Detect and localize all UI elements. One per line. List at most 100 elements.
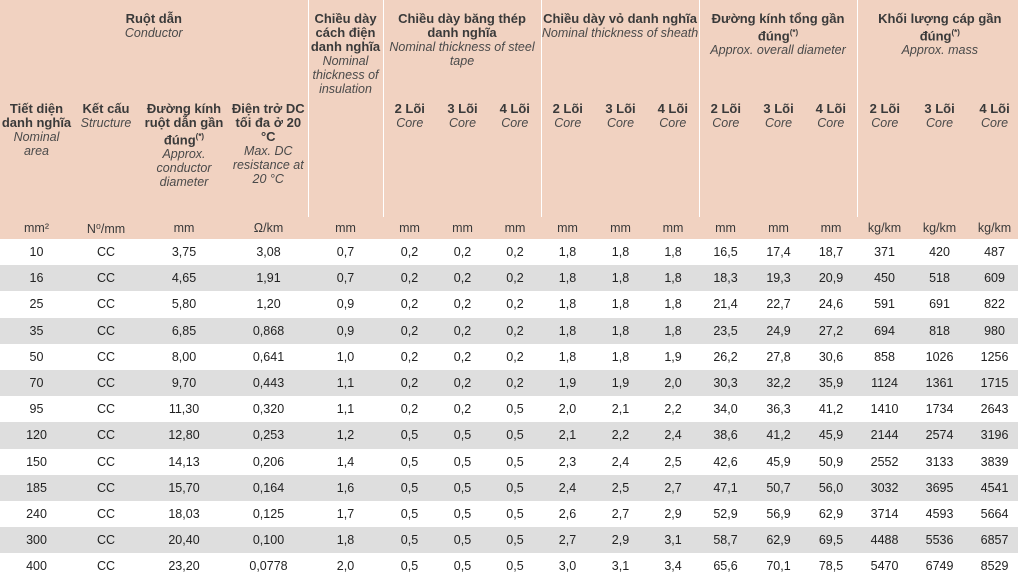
table-cell: 1124 (857, 369, 913, 397)
table-cell: 14,13 (139, 448, 229, 475)
table-cell: 2,2 (647, 396, 700, 423)
table-cell: 50,7 (752, 474, 806, 501)
units-row: mm² N⁰/mm mm Ω/km mm mm mm mm mm mm mm m… (0, 217, 1018, 239)
table-row: 400 CC 23,20 0,0778 2,0 0,5 0,5 0,5 3,0 3,1 3,4 65,… (0, 553, 1018, 579)
unit-cell: Ω/km (229, 217, 308, 239)
table-cell: 0,2 (489, 239, 541, 266)
unit-cell: mm (699, 217, 753, 239)
table-cell: 450 (857, 265, 913, 292)
table-cell: 41,2 (752, 422, 806, 449)
table-cell: 0,2 (383, 291, 436, 318)
table-row: 35 CC 6,85 0,868 0,9 0,2 0,2 0,2 1,8 1,8 1,8 23,5 24… (0, 317, 1018, 344)
table-cell: 5664 (967, 500, 1018, 528)
table-cell: 0,5 (489, 422, 541, 449)
table-cell: 0,5 (489, 396, 541, 423)
table-cell: 1,9 (541, 369, 594, 397)
table-cell: 11,30 (139, 396, 229, 423)
table-cell: 18,03 (139, 500, 229, 528)
table-cell: CC (73, 317, 139, 344)
table-cell: 27,2 (805, 317, 858, 344)
table-cell: 1,8 (308, 527, 383, 554)
table-cell: 3,75 (139, 239, 229, 266)
table-cell: 0,5 (436, 553, 489, 579)
table-cell: CC (73, 239, 139, 266)
table-cell: 0,2 (383, 396, 436, 423)
table-cell: 0,2 (436, 291, 489, 318)
table-cell: 1,6 (308, 474, 383, 501)
unit-cell: mm (647, 217, 700, 239)
table-cell: 3,4 (647, 553, 700, 579)
table-cell: 120 (0, 422, 73, 449)
table-cell: 591 (857, 291, 913, 318)
sheath-header: Chiều dày vỏ danh nghĩa Nominal thicknes… (540, 0, 700, 94)
table-cell: 56,9 (752, 500, 806, 528)
header-row-groups: Ruột dẫn Conductor Chiều dày cách điện d… (0, 0, 1018, 217)
conductor-diameter-header: Đường kính ruột dẫn gần đúng(*) Approx. … (139, 94, 229, 217)
table-body: 10 CC 3,75 3,08 0,7 0,2 0,2 0,2 1,8 1,8 1,8 16,5 17,… (0, 239, 1018, 579)
table-cell: 2,1 (594, 396, 647, 423)
table-cell: 691 (912, 291, 968, 318)
table-cell: 78,5 (805, 553, 858, 579)
table-cell: 0,253 (229, 422, 308, 449)
table-cell: 34,0 (699, 396, 753, 423)
table-cell: 400 (0, 553, 73, 579)
table-cell: 0,0778 (229, 553, 308, 579)
mass-core-4: 4 Lõi Core (967, 94, 1018, 217)
table-cell: 70,1 (752, 553, 806, 579)
table-cell: 1,8 (541, 317, 594, 344)
table-cell: 487 (967, 239, 1018, 266)
table-cell: 2643 (967, 396, 1018, 423)
table-cell: 5536 (912, 527, 968, 554)
table-cell: 1,8 (647, 291, 700, 318)
table-cell: 0,2 (436, 343, 489, 370)
table-cell: 1,8 (594, 239, 647, 266)
table-cell: 1,8 (541, 291, 594, 318)
table-cell: 2,4 (541, 474, 594, 501)
table-cell: 0,2 (383, 369, 436, 397)
unit-cell: mm (805, 217, 858, 239)
table-cell: 56,0 (805, 474, 858, 501)
table-cell: 1361 (912, 369, 968, 397)
diameter-core-3: 3 Lõi Core (752, 94, 806, 217)
table-cell: 2,0 (647, 369, 700, 397)
table-cell: 0,5 (383, 474, 436, 501)
table-cell: 1,91 (229, 265, 308, 292)
unit-cell: mm (139, 217, 229, 239)
table-cell: 0,164 (229, 474, 308, 501)
table-cell: 45,9 (752, 448, 806, 475)
table-cell: 0,5 (436, 500, 489, 528)
table-cell: 2,9 (594, 527, 647, 554)
table-cell: 24,9 (752, 317, 806, 344)
table-cell: 609 (967, 265, 1018, 292)
table-cell: CC (73, 474, 139, 501)
table-cell: 6,85 (139, 317, 229, 344)
table-cell: 24,6 (805, 291, 858, 318)
table-cell: 0,2 (489, 369, 541, 397)
table-row: 120 CC 12,80 0,253 1,2 0,5 0,5 0,5 2,1 2,2 2,4 38,6… (0, 422, 1018, 449)
table-cell: CC (73, 422, 139, 449)
table-cell: 42,6 (699, 448, 753, 475)
sheath-core-3: 3 Lõi Core (594, 94, 647, 217)
table-row: 10 CC 3,75 3,08 0,7 0,2 0,2 0,2 1,8 1,8 1,8 16,5 17,… (0, 239, 1018, 266)
table-cell: 12,80 (139, 422, 229, 449)
table-cell: 2,2 (594, 422, 647, 449)
table-cell: 58,7 (699, 527, 753, 554)
table-cell: 3133 (912, 448, 968, 475)
table-cell: 2144 (857, 422, 913, 449)
table-cell: 0,5 (436, 448, 489, 475)
table-cell: 0,2 (436, 396, 489, 423)
table-row: 95 CC 11,30 0,320 1,1 0,2 0,2 0,5 2,0 2,1 2,2 34,0 3… (0, 396, 1018, 423)
table-row: 16 CC 4,65 1,91 0,7 0,2 0,2 0,2 1,8 1,8 1,8 18,3 19,… (0, 265, 1018, 292)
table-cell: 0,5 (489, 448, 541, 475)
table-cell: 2,5 (594, 474, 647, 501)
table-cell: 16,5 (699, 239, 753, 266)
table-cell: 2,9 (647, 500, 700, 528)
steel-tape-core-3: 3 Lõi Core (436, 94, 489, 217)
table-cell: 3714 (857, 500, 913, 528)
table-cell: 1410 (857, 396, 913, 423)
table-cell: 47,1 (699, 474, 753, 501)
table-cell: 0,125 (229, 500, 308, 528)
table-cell: 2,6 (541, 500, 594, 528)
table-cell: 1,8 (541, 239, 594, 266)
